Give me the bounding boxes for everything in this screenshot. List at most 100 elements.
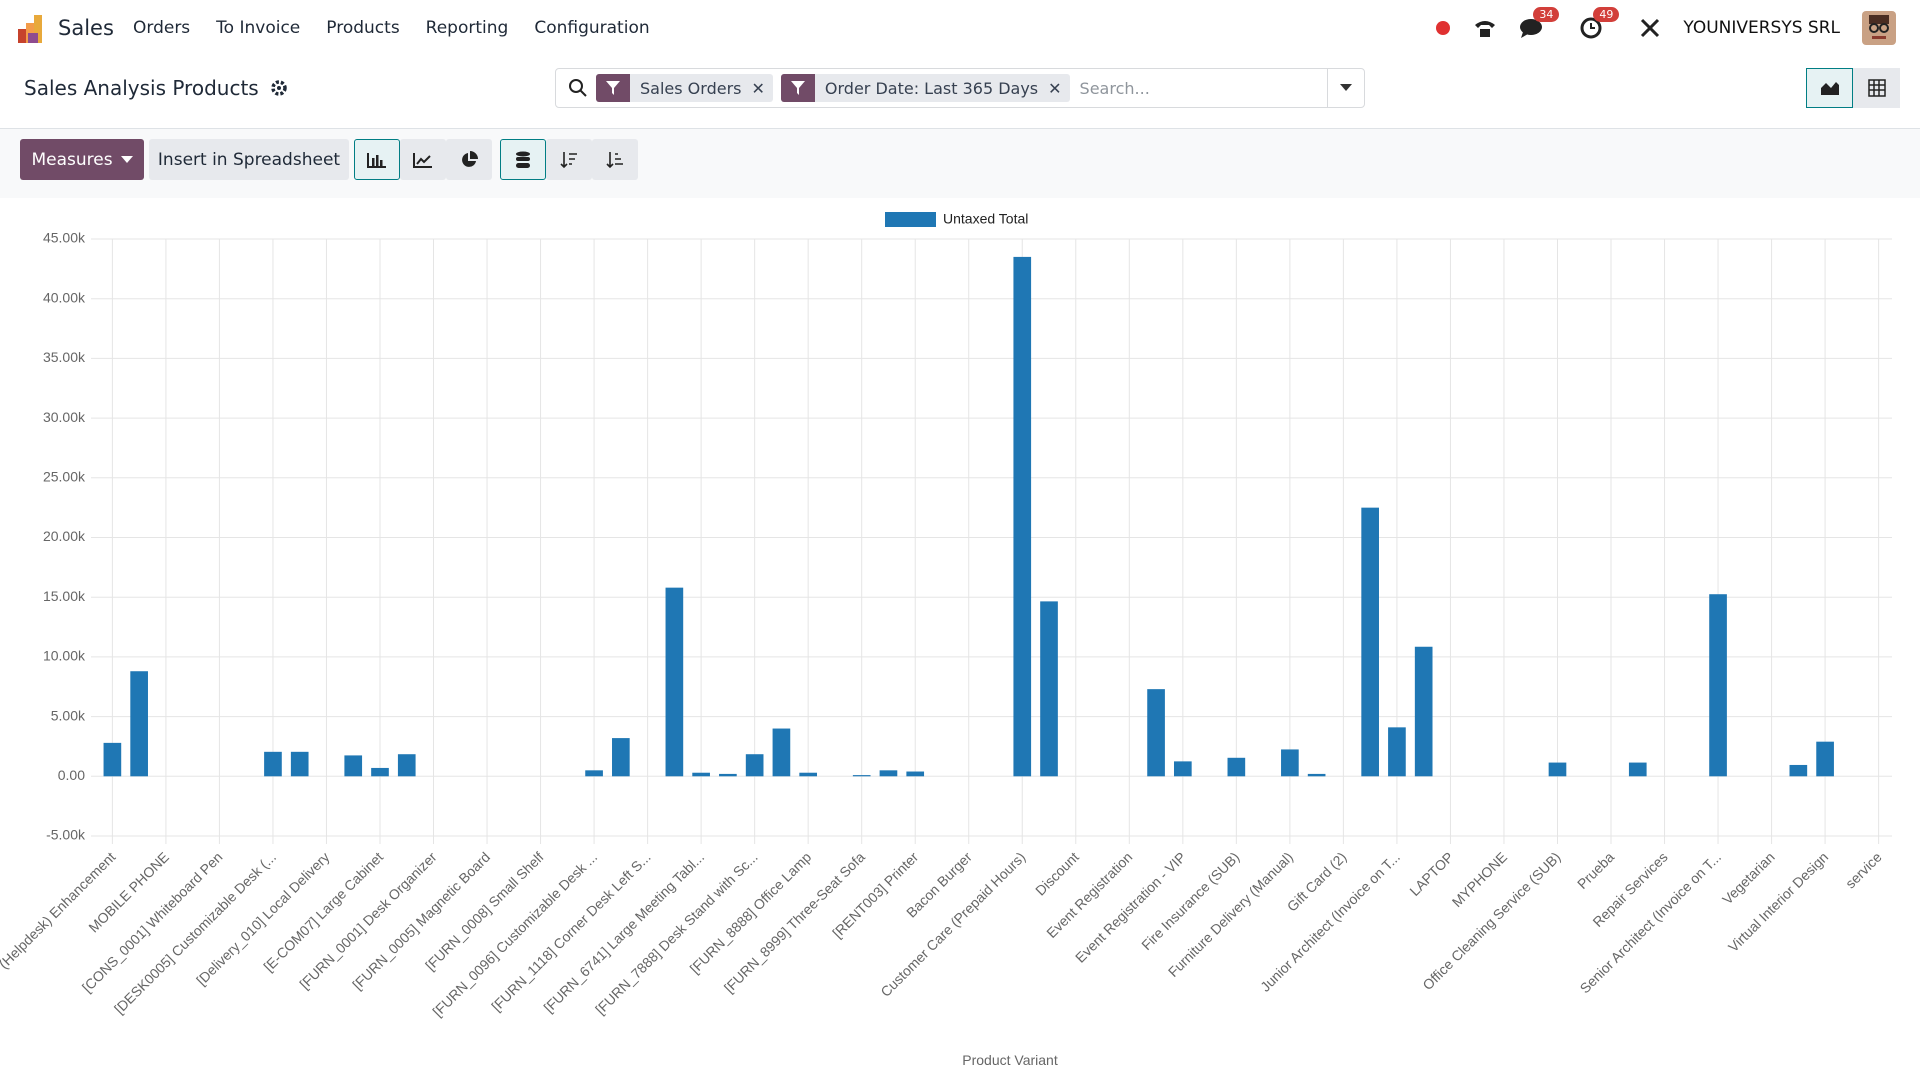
y-tick-label: 15.00k [43, 588, 86, 604]
page-title: Sales Analysis Products [24, 76, 259, 100]
line-icon [413, 152, 432, 168]
y-tick-label: 45.00k [43, 230, 86, 246]
facet-remove[interactable]: ✕ [751, 78, 765, 98]
navbar: Sales Orders To Invoice Products Reporti… [0, 0, 1920, 56]
activities-badge: 49 [1593, 7, 1620, 22]
bar [1227, 757, 1246, 777]
x-tick-label: Virtual Interior Design [1725, 849, 1831, 955]
app-name[interactable]: Sales [58, 16, 114, 40]
menu-item[interactable]: Reporting [425, 18, 509, 38]
menu-item[interactable]: To Invoice [216, 18, 301, 38]
pivot-view-button[interactable] [1853, 68, 1900, 108]
legend-label: Untaxed Total [943, 211, 1028, 227]
bar [290, 751, 309, 777]
filter-icon [606, 81, 620, 95]
x-tick-label: Discount [1032, 849, 1082, 899]
search-input[interactable]: Search... [1079, 78, 1150, 98]
bar [1709, 594, 1727, 777]
activities[interactable]: 49 [1579, 7, 1620, 40]
phone-icon[interactable] [1473, 17, 1497, 39]
clock-icon [1580, 17, 1602, 39]
bar [1388, 727, 1406, 777]
menu-item[interactable]: Orders [133, 18, 191, 38]
company-name[interactable]: YOUNIVERSYS SRL [1683, 18, 1840, 38]
bar [1548, 762, 1567, 777]
bar [1307, 773, 1326, 777]
bar [1013, 256, 1032, 777]
sort-icon [606, 151, 623, 168]
stack-icon [516, 151, 530, 168]
y-tick-label: 20.00k [43, 528, 86, 544]
stacked-button[interactable] [500, 139, 546, 180]
gear-icon[interactable] [271, 80, 287, 96]
spreadsheet-button[interactable]: Insert in Spreadsheet [149, 139, 349, 180]
bar-icon [367, 152, 386, 168]
bar [371, 767, 389, 777]
caret [120, 155, 133, 163]
y-tick-label: 30.00k [43, 409, 86, 425]
bar [1147, 689, 1165, 777]
menu-item[interactable]: Products [326, 18, 400, 38]
facet-remove[interactable]: ✕ [1048, 78, 1062, 98]
bar [264, 751, 282, 777]
caret [1340, 84, 1352, 91]
bar [1173, 761, 1192, 777]
sort-desc-button[interactable] [546, 139, 592, 180]
bar [852, 775, 871, 777]
pie-chart-button[interactable] [446, 139, 492, 180]
y-tick-label: 40.00k [43, 289, 86, 305]
graph-view-button[interactable] [1806, 68, 1853, 108]
x-tick-label: LAPTOP [1406, 849, 1456, 899]
chart: -5.00k 0.00 5.00k 10.00k 15.00k 20.00k 25.00k 3… [0, 211, 1892, 1068]
bar [397, 754, 416, 777]
search-bar: Sales Orders ✕ Order Date: Last 365 Days ✕… [555, 68, 1365, 108]
legend-swatch [885, 212, 936, 227]
record-dot[interactable] [1435, 20, 1451, 36]
bar [612, 738, 630, 777]
filter-icon [790, 81, 805, 95]
bar [665, 587, 684, 777]
messages-badge: 34 [1533, 7, 1560, 22]
bar [772, 728, 791, 777]
y-tick-label: 0.00 [58, 767, 85, 783]
bar [799, 772, 818, 777]
bar [1281, 749, 1299, 777]
control-panel: Sales Analysis Products Sales Orders ✕ Or… [0, 56, 1920, 129]
bar [1361, 507, 1379, 777]
line-chart-button[interactable] [400, 139, 446, 180]
avatar[interactable] [1862, 11, 1896, 45]
search-toggle[interactable] [1327, 69, 1364, 107]
tools-icon[interactable] [1639, 17, 1661, 39]
search-icon [569, 79, 587, 97]
bar [585, 770, 603, 777]
messages[interactable]: 34 [1519, 7, 1560, 40]
x-tick-label: service [1842, 849, 1885, 892]
table-icon [1867, 79, 1886, 97]
bar [879, 770, 898, 777]
chat-icon [1520, 19, 1543, 38]
bar [1414, 646, 1433, 777]
bar [1628, 762, 1647, 777]
menu-item[interactable]: Configuration [534, 18, 650, 38]
sort-asc-button[interactable] [592, 139, 638, 180]
x-tick-label: Prueba [1574, 849, 1617, 892]
area-icon [1820, 82, 1839, 95]
breadcrumb: Sales Analysis Products [24, 76, 287, 100]
bar [1040, 601, 1058, 777]
facet-label: Order Date: Last 365 Days [824, 78, 1039, 98]
pie-icon [462, 150, 478, 167]
measures-button[interactable]: Measures [20, 139, 144, 180]
y-tick-label: 10.00k [43, 648, 86, 664]
bar [745, 754, 764, 777]
systray: 34 49 YOUNIVERSYS SRL [1435, 7, 1896, 45]
facet: Order Date: Last 365 Days ✕ [780, 74, 1070, 102]
bar [692, 772, 710, 777]
y-tick-label: 5.00k [51, 707, 86, 723]
y-tick-label: -5.00k [46, 827, 86, 843]
app-logo[interactable] [18, 15, 48, 43]
bar-chart-button[interactable] [354, 139, 400, 180]
facet-label: Sales Orders [640, 78, 742, 98]
bar [130, 671, 148, 777]
